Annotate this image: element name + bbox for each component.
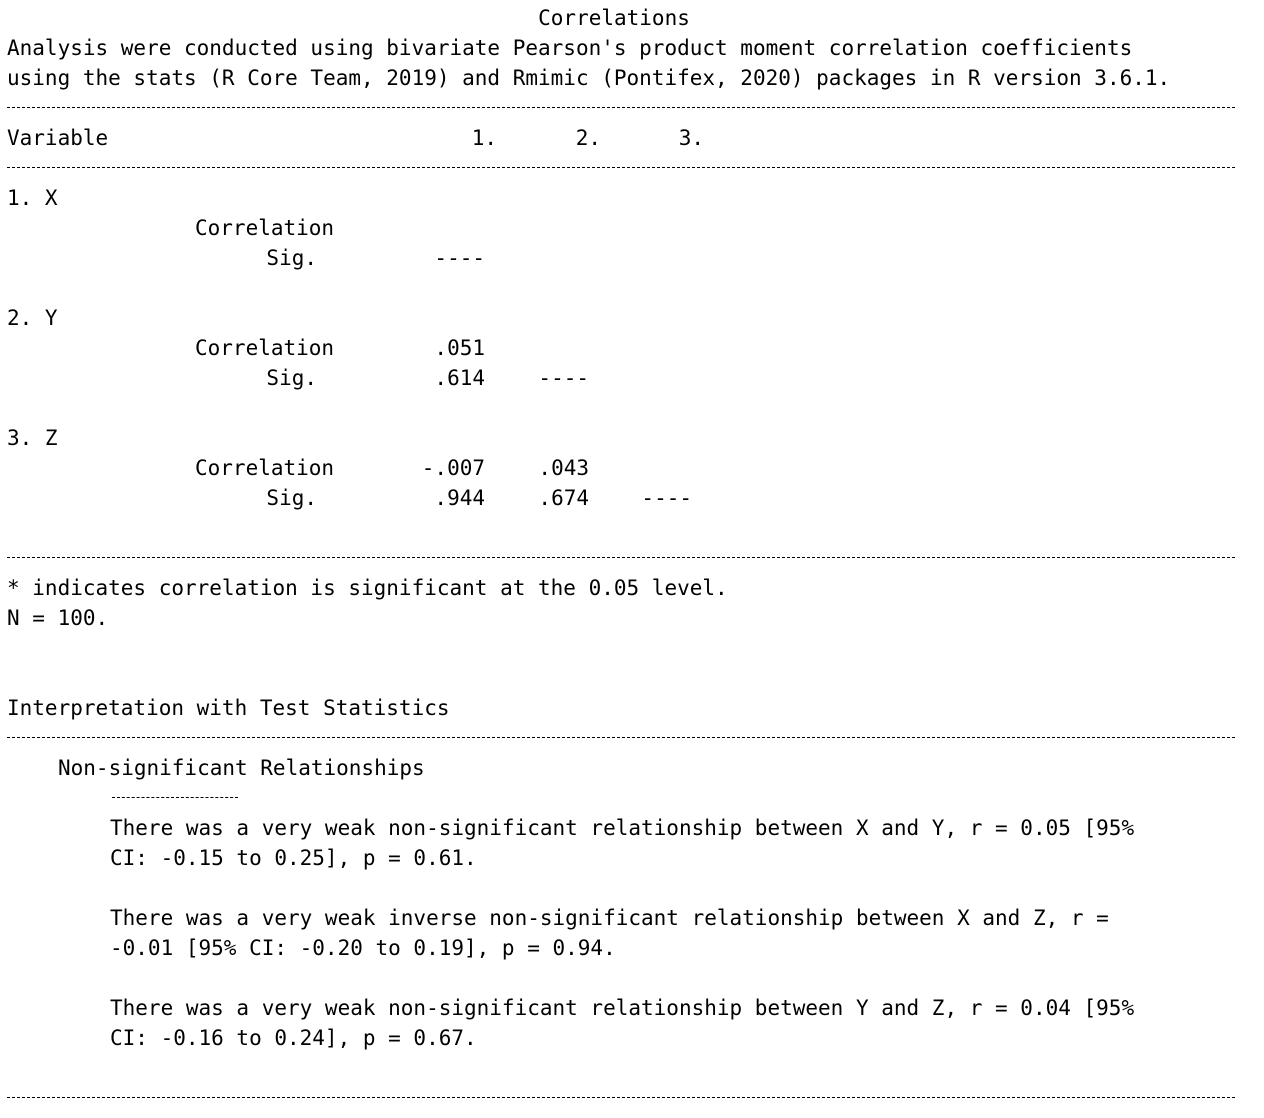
diagonal-marker: ---- — [641, 486, 692, 510]
sig-label: Sig. — [266, 246, 317, 270]
sample-size-note: N = 100. — [7, 606, 109, 630]
paragraph-line: There was a very weak inverse non-signif… — [110, 906, 1109, 930]
correlation-label: Correlation — [195, 216, 335, 240]
row-label: 3. Z — [7, 426, 58, 450]
paragraph-line: CI: -0.16 to 0.24], p = 0.67. — [110, 1026, 477, 1050]
sig-label: Sig. — [266, 366, 317, 390]
paragraph-line: There was a very weak non-significant re… — [110, 816, 1135, 840]
paragraph-line: There was a very weak non-significant re… — [110, 996, 1135, 1020]
significance-note: * indicates correlation is significant a… — [7, 576, 728, 600]
header-col-2: 2. — [575, 126, 601, 150]
sig-value: .944 — [434, 486, 485, 510]
sig-value: .674 — [538, 486, 589, 510]
header-col-1: 1. — [471, 126, 497, 150]
correlation-label: Correlation — [195, 456, 335, 480]
divider — [7, 167, 1235, 168]
divider — [7, 737, 1235, 738]
intro-line-1: Analysis were conducted using bivariate … — [7, 36, 1133, 60]
sig-label: Sig. — [266, 486, 317, 510]
header-col-3: 3. — [678, 126, 704, 150]
corr-value: .051 — [434, 336, 485, 360]
header-variable: Variable — [7, 126, 109, 150]
correlation-label: Correlation — [195, 336, 335, 360]
diagonal-marker: ---- — [434, 246, 485, 270]
divider — [7, 1097, 1235, 1098]
corr-value: .043 — [538, 456, 589, 480]
subheading-underline — [112, 797, 238, 798]
intro-line-2: using the stats (R Core Team, 2019) and … — [7, 66, 1171, 90]
paragraph-line: -0.01 [95% CI: -0.20 to 0.19], p = 0.94. — [110, 936, 616, 960]
diagonal-marker: ---- — [538, 366, 589, 390]
interpretation-subheading: Non-significant Relationships — [58, 756, 425, 780]
page-title: Correlations — [538, 6, 690, 30]
divider — [7, 107, 1235, 108]
sig-value: .614 — [434, 366, 485, 390]
corr-value: -.007 — [421, 456, 485, 480]
row-label: 1. X — [7, 186, 58, 210]
divider — [7, 557, 1235, 558]
paragraph-line: CI: -0.15 to 0.25], p = 0.61. — [110, 846, 477, 870]
row-label: 2. Y — [7, 306, 58, 330]
interpretation-heading: Interpretation with Test Statistics — [7, 696, 450, 720]
